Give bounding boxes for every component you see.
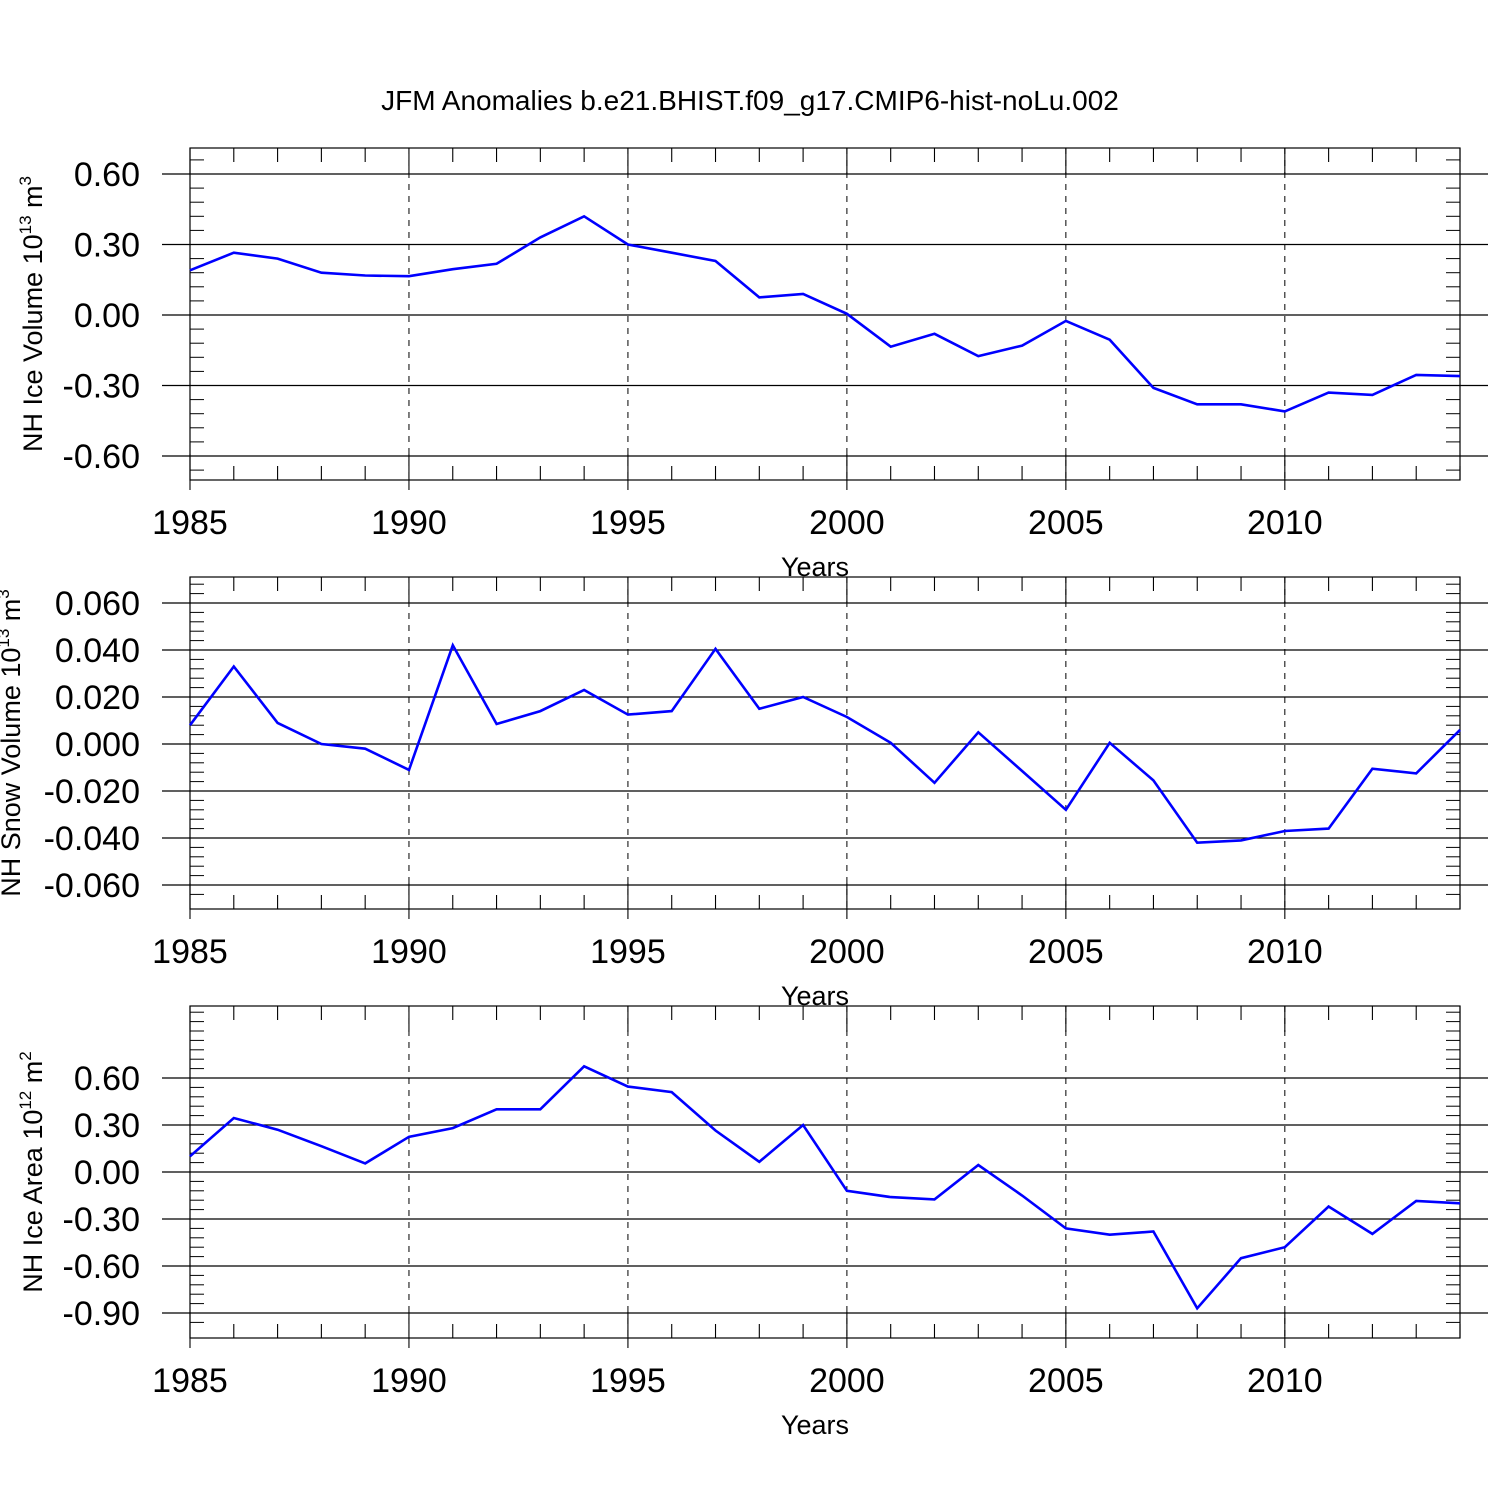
y-axis-label: NH Ice Volume 1013 m3	[16, 176, 48, 452]
series-line-1	[189, 214, 1461, 413]
y-axis-label-exponent: 13	[16, 215, 35, 234]
y-tick-label: 0.00	[74, 297, 140, 335]
x-tick-label: 2005	[1028, 1362, 1104, 1400]
series-line-1	[189, 1064, 1461, 1311]
y-tick-label: -0.60	[63, 438, 141, 476]
y-tick-label: -0.30	[63, 368, 141, 406]
x-tick-label: 2000	[809, 504, 885, 542]
y-axis-label-main: NH Ice Area 10	[18, 1110, 48, 1293]
x-tick-label: 1990	[371, 933, 447, 971]
y-axis-label: NH Ice Area 1012 m2	[16, 1051, 48, 1292]
figure-title: JFM Anomalies b.e21.BHIST.f09_g17.CMIP6-…	[381, 85, 1119, 116]
x-tick-label: 1995	[590, 504, 666, 542]
x-tick-label: 1985	[152, 1362, 228, 1400]
x-tick-label: 1985	[152, 504, 228, 542]
y-tick-label: -0.90	[63, 1295, 141, 1333]
series-line-1	[188, 642, 1461, 845]
y-tick-label: 0.60	[74, 1060, 140, 1098]
y-tick-label: 0.60	[74, 156, 140, 194]
x-axis-label: Years	[781, 1410, 849, 1440]
x-tick-label: 2010	[1247, 504, 1323, 542]
y-axis-label-unit-exponent: 3	[0, 589, 13, 598]
panel-3: -0.90 -0.60 -0.30 0.00 0.30 0.60 1985 1990 1995 2…	[16, 1005, 1488, 1440]
x-tick-label: 1990	[371, 1362, 447, 1400]
x-tick-label: 1990	[371, 504, 447, 542]
y-axis-label-unit: m	[0, 599, 26, 629]
panel-1: -0.60 -0.30 0.00 0.30 0.60 1985 1990 1995 2000 20…	[16, 147, 1488, 582]
y-tick-label: 0.000	[55, 726, 140, 764]
panel-2: -0.060 -0.040 -0.020 0.000 0.020 0.040 0.060 19…	[0, 576, 1488, 1011]
y-tick-label: 0.040	[55, 632, 140, 670]
x-tick-label: 2000	[809, 1362, 885, 1400]
y-tick-label: -0.060	[44, 867, 140, 905]
x-tick-label: 2010	[1247, 933, 1323, 971]
plot-frame	[189, 576, 1461, 910]
y-axis-label-unit-exponent: 2	[16, 1051, 35, 1060]
y-tick-label: -0.60	[63, 1248, 141, 1286]
x-tick-label: 1995	[590, 1362, 666, 1400]
y-tick-label: 0.30	[74, 227, 140, 265]
y-axis-label-exponent: 13	[0, 629, 13, 648]
x-tick-label: 2005	[1028, 504, 1104, 542]
y-axis-label-exponent: 12	[16, 1091, 35, 1110]
y-axis-label-unit: m	[18, 1061, 48, 1091]
x-tick-label: 2005	[1028, 933, 1104, 971]
y-tick-label: -0.040	[44, 820, 140, 858]
y-tick-label: -0.020	[44, 773, 140, 811]
y-axis-label-main: NH Snow Volume 10	[0, 648, 26, 897]
x-tick-label: 2010	[1247, 1362, 1323, 1400]
x-tick-label: 2000	[809, 933, 885, 971]
plot-frame	[189, 1005, 1461, 1339]
x-tick-label: 1995	[590, 933, 666, 971]
y-tick-label: -0.30	[63, 1201, 141, 1239]
y-axis-label: NH Snow Volume 1013 m3	[0, 589, 26, 897]
y-axis-label-unit: m	[18, 185, 48, 215]
x-tick-label: 1985	[152, 933, 228, 971]
y-axis-label-main: NH Ice Volume 10	[18, 234, 48, 452]
y-tick-label: 0.30	[74, 1107, 140, 1145]
y-tick-label: 0.00	[74, 1154, 140, 1192]
y-axis-label-unit-exponent: 3	[16, 176, 35, 185]
y-tick-label: 0.020	[55, 679, 140, 717]
plot-frame	[189, 147, 1461, 481]
y-tick-label: 0.060	[55, 585, 140, 623]
